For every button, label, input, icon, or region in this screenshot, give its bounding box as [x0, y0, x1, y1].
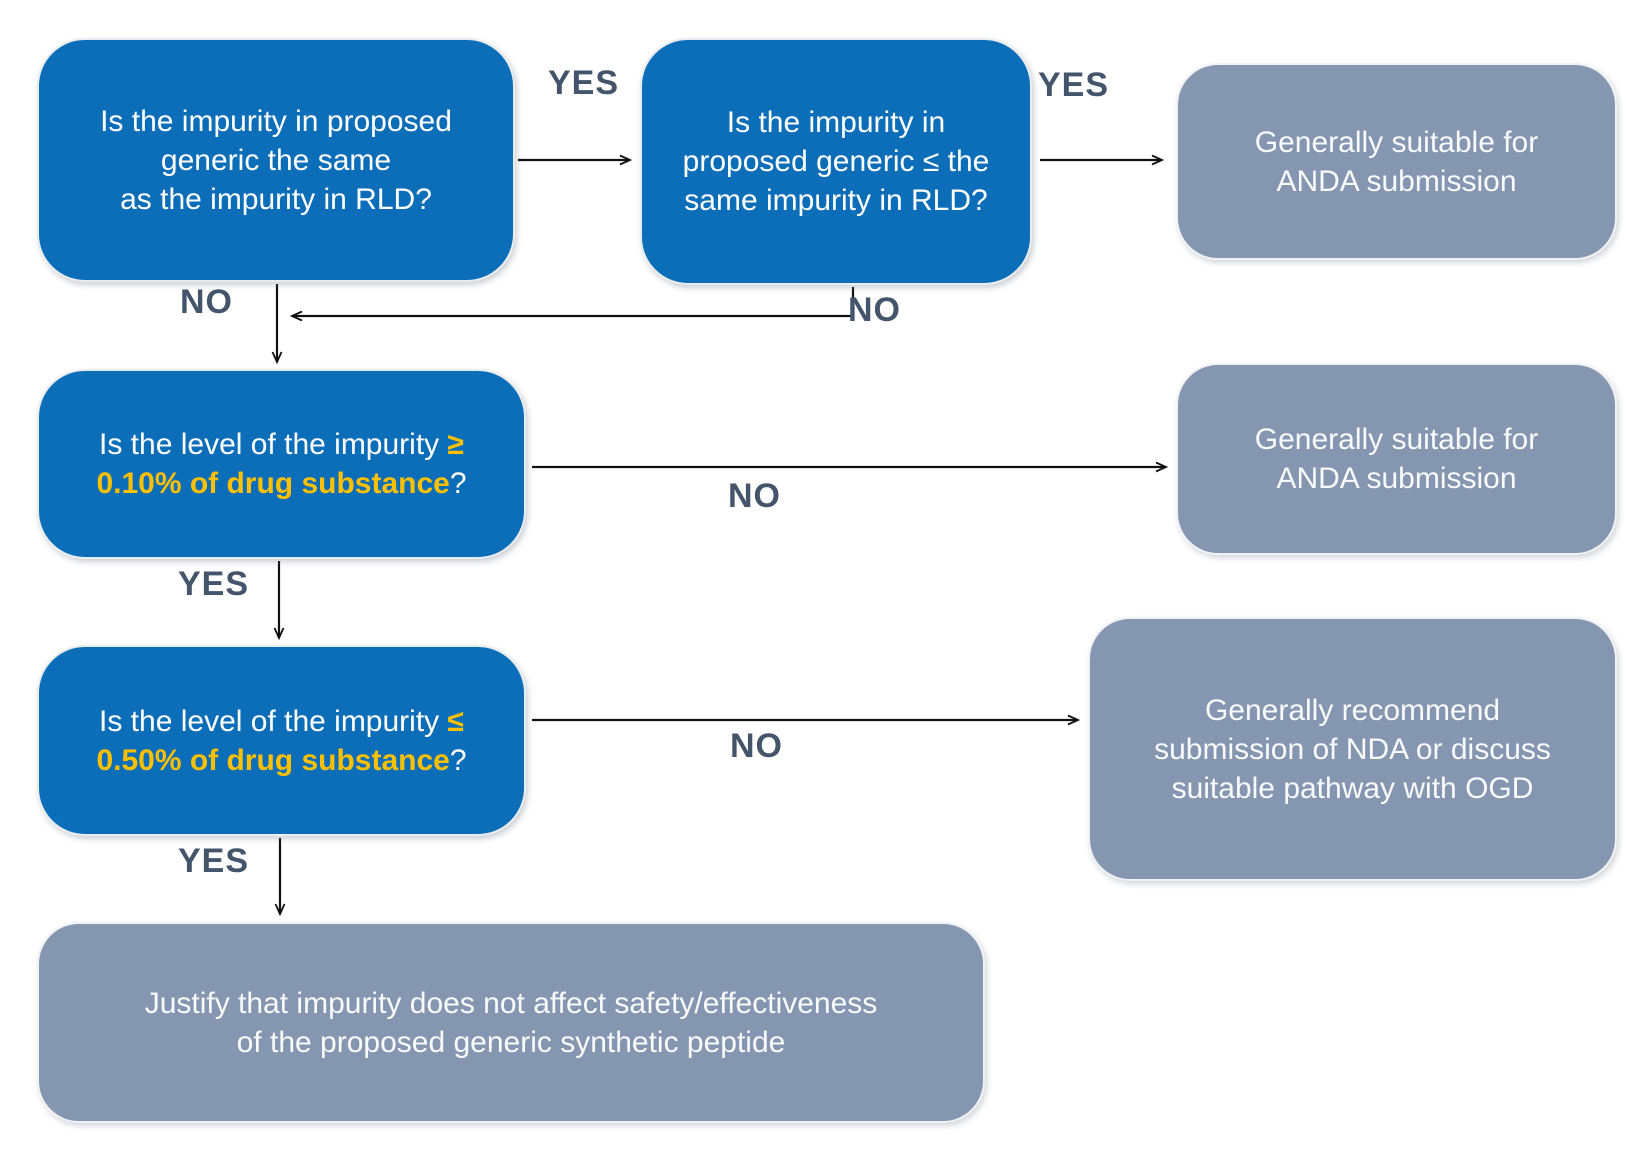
node-text-line: Is the impurity in: [726, 106, 946, 139]
node-level-leq-050: Is the level of the impurity ≤ 0.50% of …: [37, 645, 526, 836]
question-text: Is the level of the impurity: [99, 428, 448, 461]
edge-label-no-q3: NO: [728, 477, 781, 515]
node-text-line: same impurity in RLD?: [684, 184, 988, 217]
edge-label-yes-q3: YES: [178, 565, 250, 603]
edge-label-no-q4: NO: [730, 727, 783, 765]
edge-label-yes-q1: YES: [548, 64, 620, 102]
node-text-line: Is the impurity in proposed: [100, 104, 452, 138]
node-text-line: Generally recommend: [1204, 693, 1501, 727]
node-text-line: generic the same: [160, 143, 392, 177]
question-mark: ?: [449, 743, 467, 777]
node-nda-or-ogd-pathway: Generally recommend submission of NDA or…: [1088, 617, 1617, 881]
node-text-line: submission of NDA or discuss: [1154, 732, 1551, 766]
node-text-line: Generally suitable for: [1254, 125, 1539, 159]
comparison-symbol: ≤: [447, 704, 464, 738]
node-text-line: Is the level of the impurity ≥: [99, 425, 464, 464]
node-justify-impurity: Justify that impurity does not affect sa…: [37, 922, 985, 1123]
node-text-line: Is the level of the impurity ≤: [99, 702, 464, 741]
node-text-line: ANDA submission: [1276, 462, 1517, 495]
threshold-text: 0.10% of drug substance: [96, 467, 450, 500]
node-text-line: proposed generic ≤ the: [682, 145, 990, 178]
node-text-line: as the impurity in RLD?: [120, 182, 432, 216]
edge-label-no-q1: NO: [180, 283, 233, 321]
node-text-line: suitable pathway with OGD: [1171, 771, 1534, 805]
node-text-line: Justify that impurity does not affect sa…: [144, 986, 878, 1020]
node-text-line: 0.50% of drug substance?: [96, 741, 466, 780]
node-impurity-same-as-rld: Is the impurity in proposed generic the …: [37, 38, 515, 282]
node-anda-suitable-1: Generally suitable for ANDA submission: [1176, 63, 1617, 260]
node-text-line: Generally suitable for: [1254, 423, 1539, 456]
node-text-line: 0.10% of drug substance?: [96, 464, 466, 503]
edge-label-yes-q2: YES: [1038, 66, 1110, 104]
edge-label-yes-q4: YES: [178, 842, 250, 880]
node-impurity-leq-rld: Is the impurity in proposed generic ≤ th…: [640, 38, 1032, 285]
node-text-line: ANDA submission: [1276, 164, 1517, 198]
comparison-symbol: ≥: [447, 428, 464, 461]
node-level-geq-010: Is the level of the impurity ≥ 0.10% of …: [37, 369, 526, 559]
threshold-text: 0.50% of drug substance: [96, 743, 450, 777]
question-mark: ?: [449, 467, 467, 500]
node-anda-suitable-2: Generally suitable for ANDA submission: [1176, 363, 1617, 555]
edge-label-no-q2: NO: [848, 291, 901, 329]
arrow-no-q2-to-q3: [289, 287, 855, 322]
node-text-line: of the proposed generic synthetic peptid…: [236, 1025, 786, 1059]
question-text: Is the level of the impurity: [99, 704, 448, 738]
